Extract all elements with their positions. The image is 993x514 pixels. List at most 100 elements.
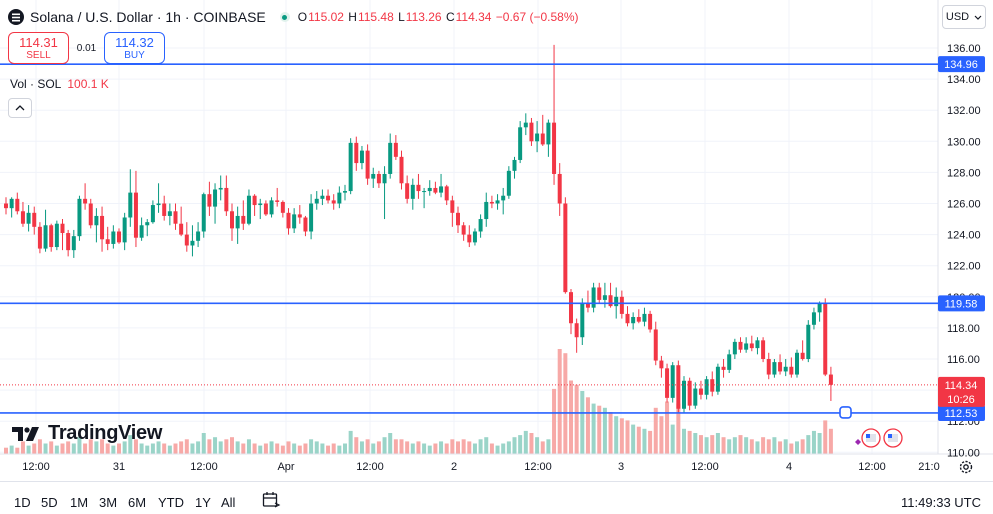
volume-bar xyxy=(162,443,167,454)
volume-legend: Vol · SOL 100.1 K xyxy=(10,77,109,91)
candle-body xyxy=(331,200,336,204)
price-tick-label: 132.00 xyxy=(947,105,981,117)
volume-bar xyxy=(427,445,432,454)
candle-body xyxy=(393,142,398,157)
time-tick-label: Apr xyxy=(277,461,294,473)
volume-bar xyxy=(591,403,596,454)
timeframe-1d-button[interactable]: 1D xyxy=(14,495,31,510)
candle-body xyxy=(512,159,517,171)
timeframe-3m-button[interactable]: 3M xyxy=(99,495,118,510)
symbol-title[interactable]: Solana / U.S. Dollar · 1h · COINBASE xyxy=(30,9,266,25)
volume-bar xyxy=(546,439,551,454)
timeframe-1y-button[interactable]: 1Y xyxy=(195,495,211,510)
candle-body xyxy=(727,354,732,370)
tradingview-logo[interactable]: TradingView xyxy=(12,422,162,445)
timeframe-6m-button[interactable]: 6M xyxy=(128,495,147,510)
price-axis[interactable]: 110.00112.00114.00116.00118.00120.00122.… xyxy=(947,43,981,459)
sell-button[interactable]: 114.31 SELL xyxy=(8,32,69,64)
candle-body xyxy=(88,203,93,226)
candle-body xyxy=(715,366,720,392)
ohlc-key-close: C xyxy=(445,10,455,24)
candle-body xyxy=(399,156,404,184)
candle-body xyxy=(100,215,105,240)
utc-clock[interactable]: 11:49:33 UTC xyxy=(901,495,981,510)
timeframe-all-button[interactable]: All xyxy=(221,495,236,510)
volume-bar xyxy=(523,430,528,454)
currency-select[interactable]: USD xyxy=(942,5,986,29)
chevron-up-icon xyxy=(15,105,25,111)
volume-bar xyxy=(26,445,31,454)
volume-bar xyxy=(501,443,506,454)
volume-bar xyxy=(766,439,771,454)
candle-body xyxy=(823,303,828,375)
chart-grid xyxy=(0,0,938,454)
candle-body xyxy=(467,234,472,243)
volume-bar xyxy=(478,439,483,454)
volume-bar xyxy=(653,407,658,454)
candle-body xyxy=(388,142,393,174)
candle-body xyxy=(625,313,630,324)
candle-body xyxy=(9,198,14,209)
volume-bar xyxy=(721,437,726,454)
time-axis[interactable]: 12:00 31 12:00 Apr 12:00 2 12:00 3 12:00 4 12:00 21… xyxy=(22,461,939,473)
volume-bar xyxy=(738,435,743,454)
collapse-legend-button[interactable] xyxy=(8,98,32,118)
volume-bar xyxy=(156,441,161,454)
trade-panel: 114.31 SELL 0.01 114.32 BUY xyxy=(8,32,165,64)
volume-bar xyxy=(382,437,387,454)
candle-body xyxy=(755,340,760,349)
candle-body xyxy=(676,365,681,409)
candle-body xyxy=(433,187,438,193)
volume-bar xyxy=(343,443,347,454)
volume-bar xyxy=(337,445,342,454)
buy-button[interactable]: 114.32 BUY xyxy=(104,32,165,64)
volume-bar xyxy=(280,445,285,454)
volume-bar xyxy=(297,445,302,454)
candle-body xyxy=(456,212,460,226)
candle-body xyxy=(263,203,268,215)
volume-bar xyxy=(456,441,460,454)
candle-body xyxy=(523,122,528,128)
volume-bar xyxy=(467,441,472,454)
horizontal-line-tag xyxy=(938,295,985,312)
candle-body xyxy=(258,203,263,206)
time-tick-label: 12:00 xyxy=(356,461,384,473)
candle-body xyxy=(580,303,585,338)
price-chart[interactable]: 110.00112.00114.00116.00118.00120.00122.… xyxy=(0,0,993,481)
candle-body xyxy=(207,194,212,207)
volume-bar xyxy=(224,439,229,454)
volume-bar xyxy=(371,443,376,454)
timeframe-ytd-button[interactable]: YTD xyxy=(158,495,184,510)
price-tick-label: 118.00 xyxy=(947,323,980,335)
volume-bar xyxy=(9,445,14,454)
volume-bar xyxy=(292,443,297,454)
volume-bar xyxy=(43,443,48,454)
volume-bar xyxy=(286,441,291,454)
volume-bar xyxy=(806,435,811,454)
candle-body xyxy=(795,352,799,375)
chart-settings-icon[interactable] xyxy=(957,458,975,476)
candle-body xyxy=(348,142,353,192)
volume-bar xyxy=(235,441,240,454)
price-tick-label: 110.00 xyxy=(947,447,980,459)
volume-bar xyxy=(563,353,568,454)
volume-bar xyxy=(450,439,455,454)
candle-body xyxy=(461,225,466,235)
candle-body xyxy=(732,341,737,355)
timeframe-1m-button[interactable]: 1M xyxy=(70,495,89,510)
candle-body xyxy=(252,195,257,206)
candle-body xyxy=(614,296,619,307)
volume-bar xyxy=(529,433,534,454)
price-tick-label: 134.00 xyxy=(947,74,981,86)
sell-price: 114.31 xyxy=(19,35,58,50)
date-range-icon[interactable] xyxy=(262,491,282,509)
price-tick-label: 126.00 xyxy=(947,199,981,211)
horizontal-lines[interactable]: 134.96 119.58 112.53 xyxy=(0,56,985,421)
price-change: −0.67 (−0.58%) xyxy=(495,10,579,24)
volume-bar xyxy=(405,441,410,454)
candle-body xyxy=(292,214,297,229)
timeframe-5d-button[interactable]: 5D xyxy=(41,495,58,510)
flag-canton xyxy=(888,434,892,438)
candle-body xyxy=(439,186,444,193)
bottom-toolbar: 1D 5D 1M 3M 6M YTD 1Y All 11:49:33 UTC xyxy=(0,481,993,514)
